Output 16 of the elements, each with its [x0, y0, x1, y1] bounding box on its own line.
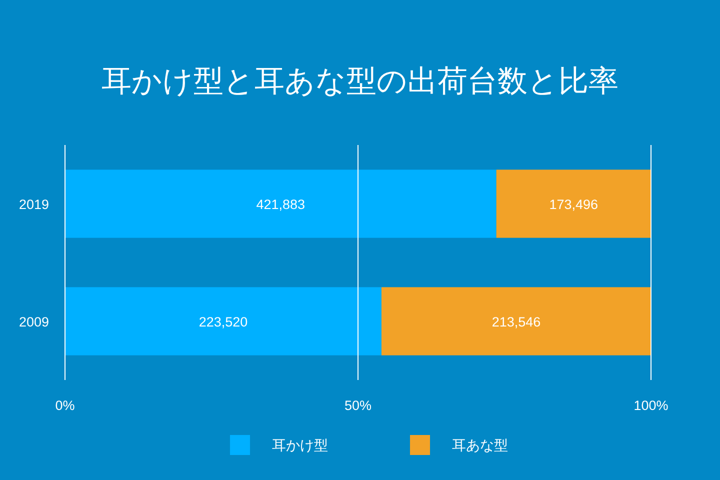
bar — [65, 170, 496, 238]
annotation: 173,496 — [549, 196, 598, 212]
x-tick-label: 100% — [634, 398, 668, 413]
annotation: 223,520 — [198, 314, 248, 330]
y-tick-label: 2009 — [18, 314, 49, 330]
bar — [381, 287, 651, 356]
y-tick-label: 2019 — [18, 196, 49, 212]
x-tick-label: 0% — [55, 398, 75, 413]
bar — [65, 287, 382, 356]
annotation: 421,883 — [256, 196, 306, 212]
legend-label: 耳あな型 — [452, 437, 508, 453]
annotation: 213,546 — [492, 314, 541, 330]
legend-label: 耳かけ型 — [272, 437, 328, 453]
chart-title: 耳かけ型と耳あな型の出荷台数と比率 — [102, 65, 618, 98]
bar — [496, 170, 651, 238]
x-tick-label: 50% — [344, 398, 372, 413]
